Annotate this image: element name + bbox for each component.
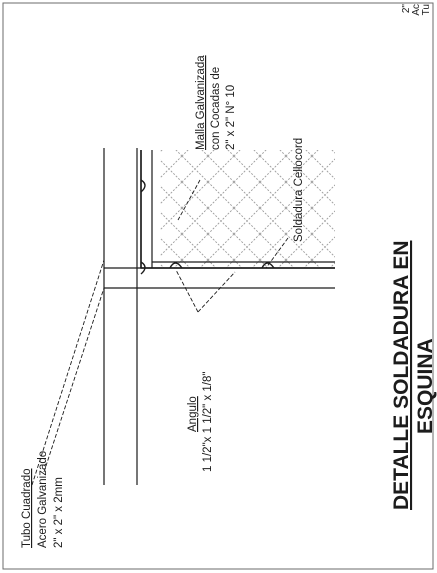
mesh-label-line1: Malla Galvanizada bbox=[195, 55, 207, 150]
tube-label-line1: Tubo Cuadrado bbox=[21, 469, 33, 549]
mesh-label-line3: 2" x 2" N° 10 bbox=[225, 85, 237, 150]
mesh-label: Malla Galvanizada con Cocadas de 2" x 2"… bbox=[195, 55, 237, 150]
angle-label-line2: 1 1/2"x 1 1/2" x 1/8" bbox=[202, 372, 214, 472]
leader-lines bbox=[31, 179, 289, 486]
corner-text-fragment: Tu Ac 2" bbox=[401, 4, 432, 16]
tube-label-line3: 2" x 2" x 2mm bbox=[53, 477, 65, 548]
tube-label-line2: Acero Galvanizado bbox=[37, 451, 49, 548]
title-line1: DETALLE SOLDADURA EN bbox=[390, 241, 413, 511]
angle-label: Angulo 1 1/2"x 1 1/2" x 1/8" bbox=[187, 372, 214, 472]
galvanized-mesh bbox=[160, 150, 335, 268]
corner-fragment-line3: 2" bbox=[401, 4, 412, 14]
corner-fragment-line2: Ac bbox=[411, 4, 422, 16]
steel-angle bbox=[140, 150, 335, 269]
sheet-border bbox=[2, 2, 434, 570]
weld-beads bbox=[140, 179, 275, 275]
title-line2: ESQUINA bbox=[414, 338, 437, 434]
angle-label-line1: Angulo bbox=[187, 396, 199, 432]
tube-label: Tubo Cuadrado Acero Galvanizado 2" x 2" … bbox=[21, 451, 65, 548]
mesh-label-line2: con Cocadas de bbox=[210, 67, 222, 150]
weld-label: Soldadura Cellocord bbox=[293, 138, 305, 242]
detail-title: DETALLE SOLDADURA EN ESQUINA bbox=[390, 241, 437, 511]
corner-fragment-line1: Tu bbox=[421, 4, 432, 15]
square-tube-vertical bbox=[103, 148, 153, 485]
